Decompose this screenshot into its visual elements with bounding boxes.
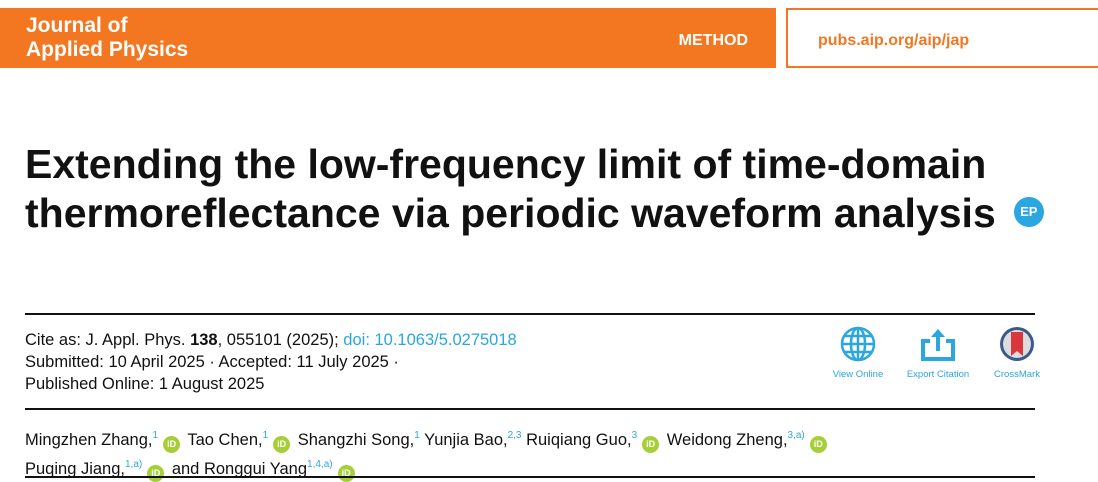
author[interactable]: Mingzhen Zhang,1 [25,430,159,449]
journal-name-line1: Journal of [26,14,128,37]
cite-prefix: Cite as: J. Appl. Phys. [25,331,191,349]
orcid-icon[interactable]: iD [809,436,827,453]
citation-block: Cite as: J. Appl. Phys. 138, 055101 (202… [25,329,517,395]
crossmark-icon [1000,327,1034,361]
view-online-label: View Online [832,369,884,380]
author-list: Mingzhen Zhang,1iD Tao Chen,1iD Shangzhi… [25,424,830,482]
orcid-icon[interactable]: iD [147,465,165,482]
affiliation: 1 [262,430,269,441]
editors-pick-badge: EP [1013,197,1044,228]
author[interactable]: and Ronggui Yang1,4,a) [171,459,333,478]
view-online-button[interactable]: View Online [813,325,903,380]
affiliation: 1,4,a) [307,459,333,470]
published-date: Published Online: 1 August 2025 [25,375,265,393]
author[interactable]: Yunjia Bao,2,3 [424,430,522,449]
orcid-icon[interactable]: iD [163,436,181,453]
journal-name: Journal of Applied Physics [26,14,188,62]
author-name: Weidong Zheng, [666,431,788,449]
article-title-text: Extending the low-frequency limit of tim… [25,141,996,236]
affiliation: 1 [152,430,159,441]
submitted-dates: Submitted: 10 April 2025 · Accepted: 11 … [25,353,399,371]
author-name: Ruiqiang Guo, [526,431,632,449]
author-name: and Ronggui Yang [171,460,308,478]
affiliation: 3,a) [787,430,805,441]
journal-banner: Journal of Applied Physics METHOD [0,8,776,68]
author[interactable]: Ruiqiang Guo,3 [526,430,638,449]
divider [25,313,1035,315]
author-name: Shangzhi Song, [297,431,415,449]
author-name: Yunjia Bao, [424,431,508,449]
export-citation-label: Export Citation [906,369,970,380]
doi-link[interactable]: doi: 10.1063/5.0275018 [343,331,517,349]
orcid-icon[interactable]: iD [273,436,291,453]
orcid-icon[interactable]: iD [642,436,660,453]
cite-rest: , 055101 (2025); [217,331,344,349]
article-type: METHOD [678,32,748,49]
journal-url-link[interactable]: pubs.aip.org/aip/jap [818,32,970,49]
globe-icon [840,326,876,362]
orcid-icon[interactable]: iD [337,465,355,482]
author-name: Tao Chen, [187,431,263,449]
affiliation: 3 [631,430,638,441]
author[interactable]: Weidong Zheng,3,a) [666,430,805,449]
affiliation: 1,a) [125,459,143,470]
author-name: Mingzhen Zhang, [25,431,153,449]
author[interactable]: Shangzhi Song,1 [297,430,420,449]
article-title: Extending the low-frequency limit of tim… [25,140,1065,238]
divider [25,408,1035,410]
journal-name-line2: Applied Physics [26,38,189,61]
affiliation: 2,3 [507,430,522,441]
divider [25,476,1035,478]
author-name: Puqing Jiang, [25,460,125,478]
journal-url-box: pubs.aip.org/aip/jap [786,8,1098,68]
export-citation-button[interactable]: Export Citation [893,325,983,380]
author[interactable]: Tao Chen,1 [187,430,269,449]
author[interactable]: Puqing Jiang,1,a) [25,459,143,478]
cite-volume: 138 [190,331,218,349]
affiliation: 1 [414,430,420,441]
export-icon [921,329,955,361]
crossmark-button[interactable]: CrossMark [972,325,1062,380]
crossmark-label: CrossMark [994,369,1040,380]
